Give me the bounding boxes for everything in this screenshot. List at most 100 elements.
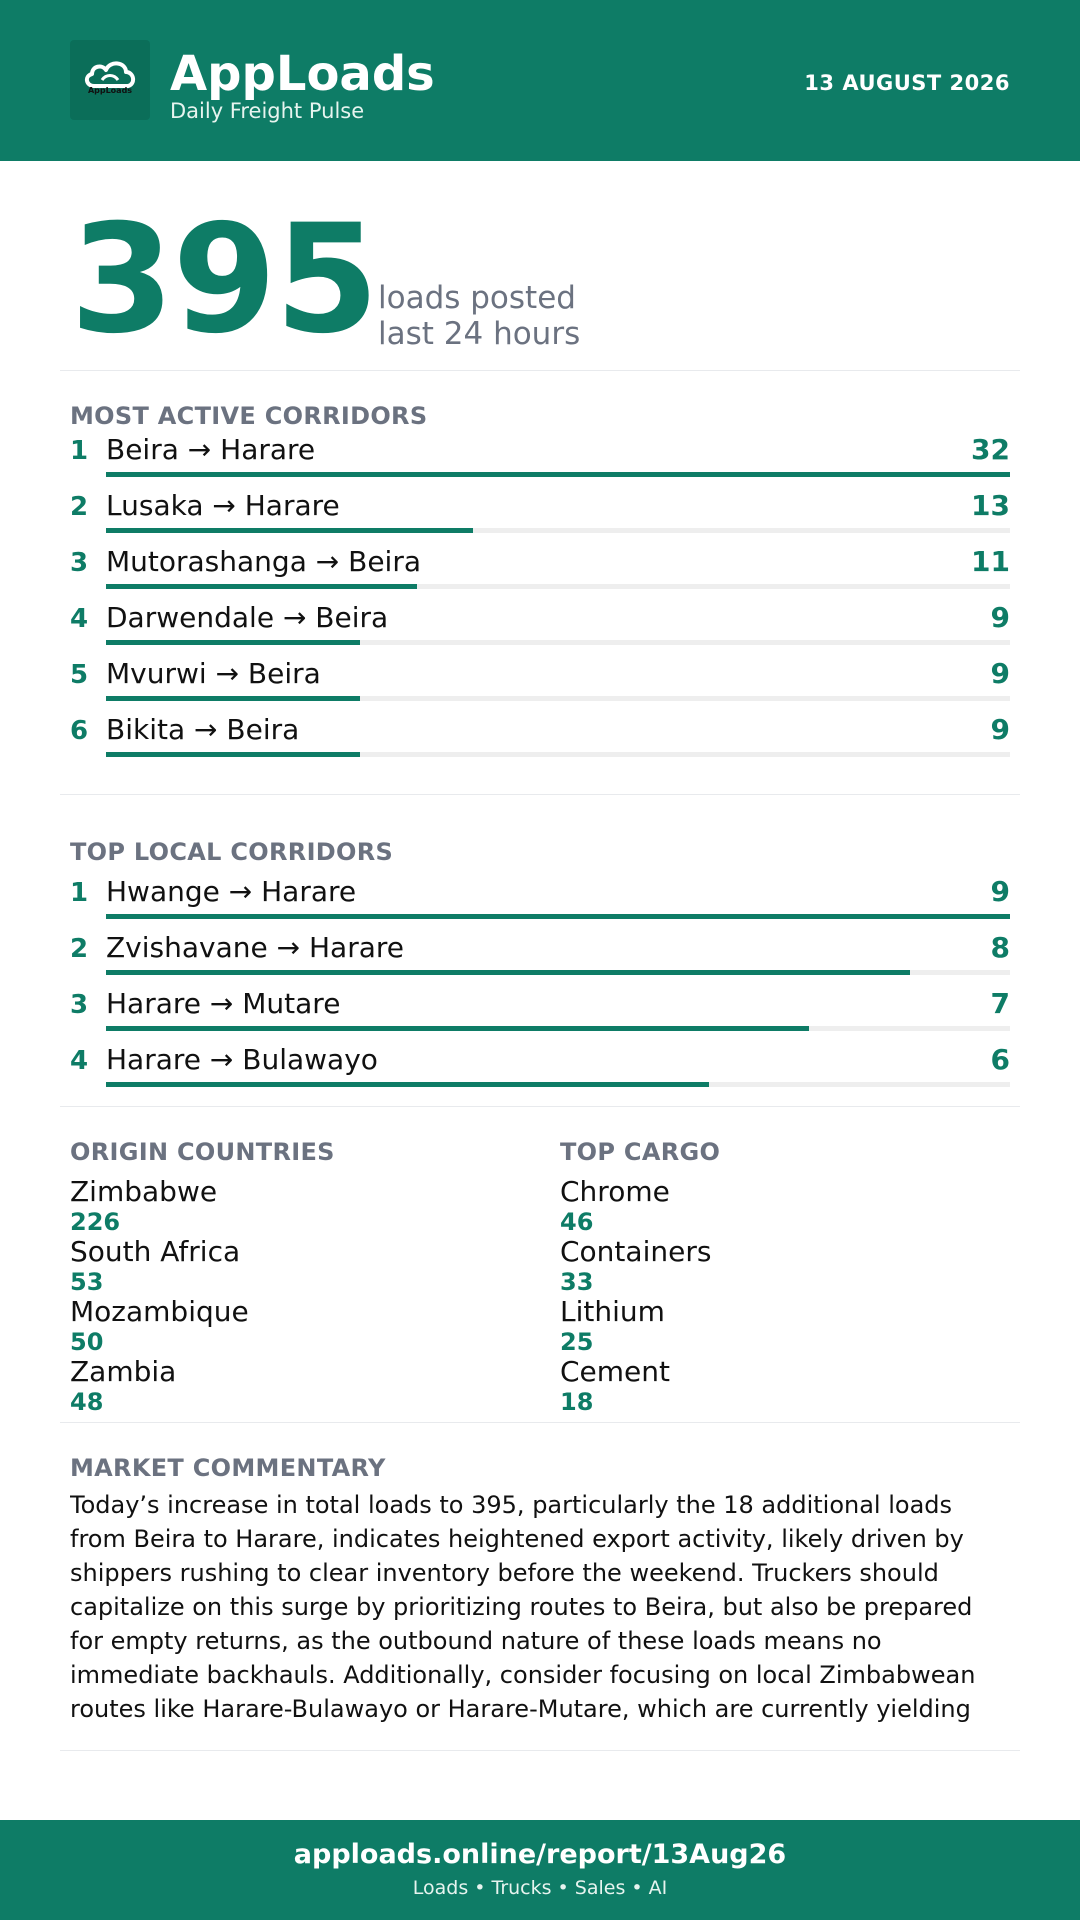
corridor-rank: 2	[70, 492, 89, 522]
corridor-route: Zvishavane → Harare	[106, 931, 404, 964]
country-name: Zambia	[70, 1355, 177, 1388]
corridor-bar-fill	[106, 584, 417, 589]
corridor-rank: 1	[70, 436, 89, 466]
corridor-bar-track	[106, 1082, 1010, 1087]
corridor-bar-fill	[106, 528, 474, 533]
corridor-rank: 4	[70, 604, 89, 634]
corridor-count: 9	[990, 657, 1010, 690]
report-date: 13 AUGUST 2026	[804, 71, 1010, 95]
divider	[60, 370, 1020, 371]
corridor-count: 9	[990, 601, 1010, 634]
country-name: South Africa	[70, 1235, 241, 1268]
corridor-row: 5 Mvurwi → Beira 9	[70, 656, 1010, 712]
country-count: 50	[70, 1328, 104, 1356]
corridor-rank: 5	[70, 660, 89, 690]
corridor-route: Mvurwi → Beira	[106, 657, 321, 690]
corridor-rank: 2	[70, 934, 89, 964]
footer-bar: apploads.online/report/13Aug26 Loads • T…	[0, 1820, 1080, 1920]
corridor-bar-track	[106, 528, 1010, 533]
corridor-bar-fill	[106, 970, 910, 975]
corridor-bar-fill	[106, 472, 1010, 477]
top-local-title: TOP LOCAL CORRIDORS	[70, 838, 394, 866]
corridor-bar-fill	[106, 696, 361, 701]
corridor-bar-track	[106, 970, 1010, 975]
cargo-count: 18	[560, 1388, 594, 1416]
corridor-bar-fill	[106, 640, 361, 645]
corridor-rank: 4	[70, 1046, 89, 1076]
corridor-route: Mutorashanga → Beira	[106, 545, 421, 578]
corridor-route: Hwange → Harare	[106, 875, 357, 908]
corridor-count: 8	[990, 931, 1010, 964]
list-item: Zambia 48	[70, 1355, 510, 1417]
country-count: 53	[70, 1268, 104, 1296]
cargo-name: Lithium	[560, 1295, 665, 1328]
divider	[60, 1422, 1020, 1423]
commentary-text: Today’s increase in total loads to 395, …	[70, 1491, 976, 1723]
list-item: Zimbabwe 226	[70, 1175, 510, 1237]
cargo-name: Cement	[560, 1355, 671, 1388]
corridor-route: Harare → Bulawayo	[106, 1043, 378, 1076]
corridor-row: 4 Darwendale → Beira 9	[70, 600, 1010, 656]
list-item: Chrome 46	[560, 1175, 1000, 1237]
corridor-route: Darwendale → Beira	[106, 601, 389, 634]
corridor-route: Harare → Mutare	[106, 987, 341, 1020]
corridor-count: 9	[990, 713, 1010, 746]
corridor-count: 32	[971, 433, 1010, 466]
origin-countries-title: ORIGIN COUNTRIES	[70, 1138, 335, 1166]
divider	[60, 794, 1020, 795]
cargo-name: Chrome	[560, 1175, 670, 1208]
corridor-row: 1 Beira → Harare 32	[70, 432, 1010, 488]
corridor-row: 2 Zvishavane → Harare 8	[70, 930, 1010, 986]
list-item: Containers 33	[560, 1235, 1000, 1297]
corridor-rank: 3	[70, 548, 89, 578]
list-item: Lithium 25	[560, 1295, 1000, 1357]
corridor-row: 4 Harare → Bulawayo 6	[70, 1042, 1010, 1098]
country-count: 48	[70, 1388, 104, 1416]
corridor-bar-track	[106, 752, 1010, 757]
corridor-rank: 1	[70, 878, 89, 908]
brand-title: AppLoads	[170, 46, 435, 102]
corridor-bar-fill	[106, 914, 1010, 919]
corridor-bar-fill	[106, 1082, 709, 1087]
total-loads-label: loads posted last 24 hours	[378, 280, 580, 352]
corridor-count: 9	[990, 875, 1010, 908]
list-item: Cement 18	[560, 1355, 1000, 1417]
country-name: Zimbabwe	[70, 1175, 218, 1208]
corridor-row: 1 Hwange → Harare 9	[70, 874, 1010, 930]
corridor-rank: 6	[70, 716, 89, 746]
corridor-row: 2 Lusaka → Harare 13	[70, 488, 1010, 544]
commentary-title: MARKET COMMENTARY	[70, 1454, 386, 1482]
cloud-icon	[85, 61, 135, 88]
logo-wordmark: AppLoads	[87, 86, 133, 95]
origin-countries-list: Zimbabwe 226 South Africa 53 Mozambique …	[70, 1175, 510, 1417]
footer-tagline: Loads • Trucks • Sales • AI	[412, 1877, 668, 1899]
header-bar: AppLoads AppLoads Daily Freight Pulse 13…	[0, 0, 1080, 161]
corridor-row: 3 Harare → Mutare 7	[70, 986, 1010, 1042]
corridor-bar-track	[106, 696, 1010, 701]
corridor-bar-track	[106, 472, 1010, 477]
brand-tagline: Daily Freight Pulse	[170, 99, 365, 123]
corridor-bar-track	[106, 1026, 1010, 1031]
corridor-route: Beira → Harare	[106, 433, 316, 466]
corridor-bar-track	[106, 584, 1010, 589]
list-item: Mozambique 50	[70, 1296, 510, 1357]
corridor-route: Bikita → Beira	[106, 713, 300, 746]
apploads-logo: AppLoads	[70, 40, 150, 120]
corridor-count: 13	[971, 489, 1010, 522]
corridor-rank: 3	[70, 990, 89, 1020]
most-active-title: MOST ACTIVE CORRIDORS	[70, 402, 428, 430]
divider	[60, 1750, 1020, 1751]
cargo-name: Containers	[560, 1235, 712, 1268]
corridor-route: Lusaka → Harare	[106, 489, 340, 522]
hero-label-line-2: last 24 hours	[378, 316, 581, 352]
corridor-row: 3 Mutorashanga → Beira 11	[70, 544, 1010, 600]
corridor-row: 6 Bikita → Beira 9	[70, 712, 1010, 768]
corridor-count: 7	[990, 987, 1010, 1020]
total-loads-value: 395	[70, 193, 379, 367]
cargo-count: 33	[560, 1268, 594, 1296]
country-count: 226	[70, 1208, 121, 1236]
report-link[interactable]: apploads.online/report/13Aug26	[293, 1839, 787, 1870]
divider	[60, 1106, 1020, 1107]
corridor-count: 11	[971, 545, 1010, 578]
top-cargo-list: Chrome 46 Containers 33 Lithium 25 Cemen…	[560, 1175, 1000, 1417]
